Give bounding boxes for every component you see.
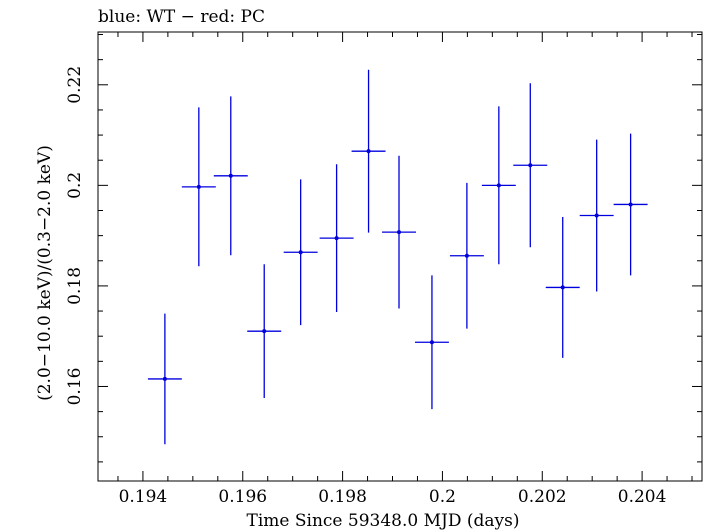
- data-marker: [528, 163, 533, 168]
- data-point: [283, 179, 318, 326]
- x-axis-ticks: 0.194 0.196 0.198 0.2 0.202 0.204: [117, 32, 693, 507]
- data-point: [545, 217, 580, 358]
- data-point: [481, 106, 516, 265]
- chart-title: blue: WT − red: PC: [98, 7, 265, 27]
- data-point: [213, 96, 248, 256]
- y-axis-label: (2.0−10.0 keV)/(0.3−2.0 keV): [35, 145, 55, 401]
- data-point: [247, 264, 282, 399]
- y-tick-label: 0.18: [65, 267, 85, 305]
- x-axis-label: Time Since 59348.0 MJD (days): [247, 511, 520, 531]
- data-point: [613, 133, 648, 276]
- data-marker: [334, 236, 339, 241]
- y-tick-label: 0.22: [65, 66, 85, 104]
- data-marker: [298, 250, 303, 255]
- y-axis-ticks: 0.16 0.18 0.2 0.22: [65, 34, 702, 463]
- data-marker: [464, 253, 469, 258]
- data-point: [449, 182, 484, 329]
- data-marker: [594, 213, 599, 218]
- plot-frame: [97, 31, 703, 482]
- x-tick-label: 0.202: [518, 487, 567, 507]
- x-tick-label: 0.194: [119, 487, 168, 507]
- data-marker: [628, 202, 633, 207]
- x-tick-label: 0.2: [429, 487, 456, 507]
- x-tick-label: 0.198: [318, 487, 367, 507]
- data-marker: [397, 230, 402, 235]
- data-point: [147, 313, 182, 445]
- data-point: [382, 155, 416, 309]
- data-marker: [366, 149, 371, 154]
- x-tick-label: 0.196: [218, 487, 267, 507]
- data-marker: [228, 173, 233, 178]
- data-marker: [496, 183, 501, 188]
- y-tick-label: 0.16: [65, 368, 85, 406]
- y-tick-label: 0.2: [65, 172, 85, 199]
- data-marker: [196, 184, 201, 189]
- data-point: [319, 164, 354, 313]
- x-tick-label: 0.204: [618, 487, 667, 507]
- data-point: [579, 139, 614, 292]
- data-point: [181, 107, 216, 267]
- data-marker: [262, 329, 267, 334]
- data-marker: [560, 285, 565, 290]
- data-point: [513, 83, 548, 248]
- data-point: [351, 69, 386, 233]
- data-point: [414, 275, 449, 410]
- data-series: [147, 69, 648, 445]
- data-marker: [162, 376, 167, 381]
- data-marker: [429, 340, 434, 345]
